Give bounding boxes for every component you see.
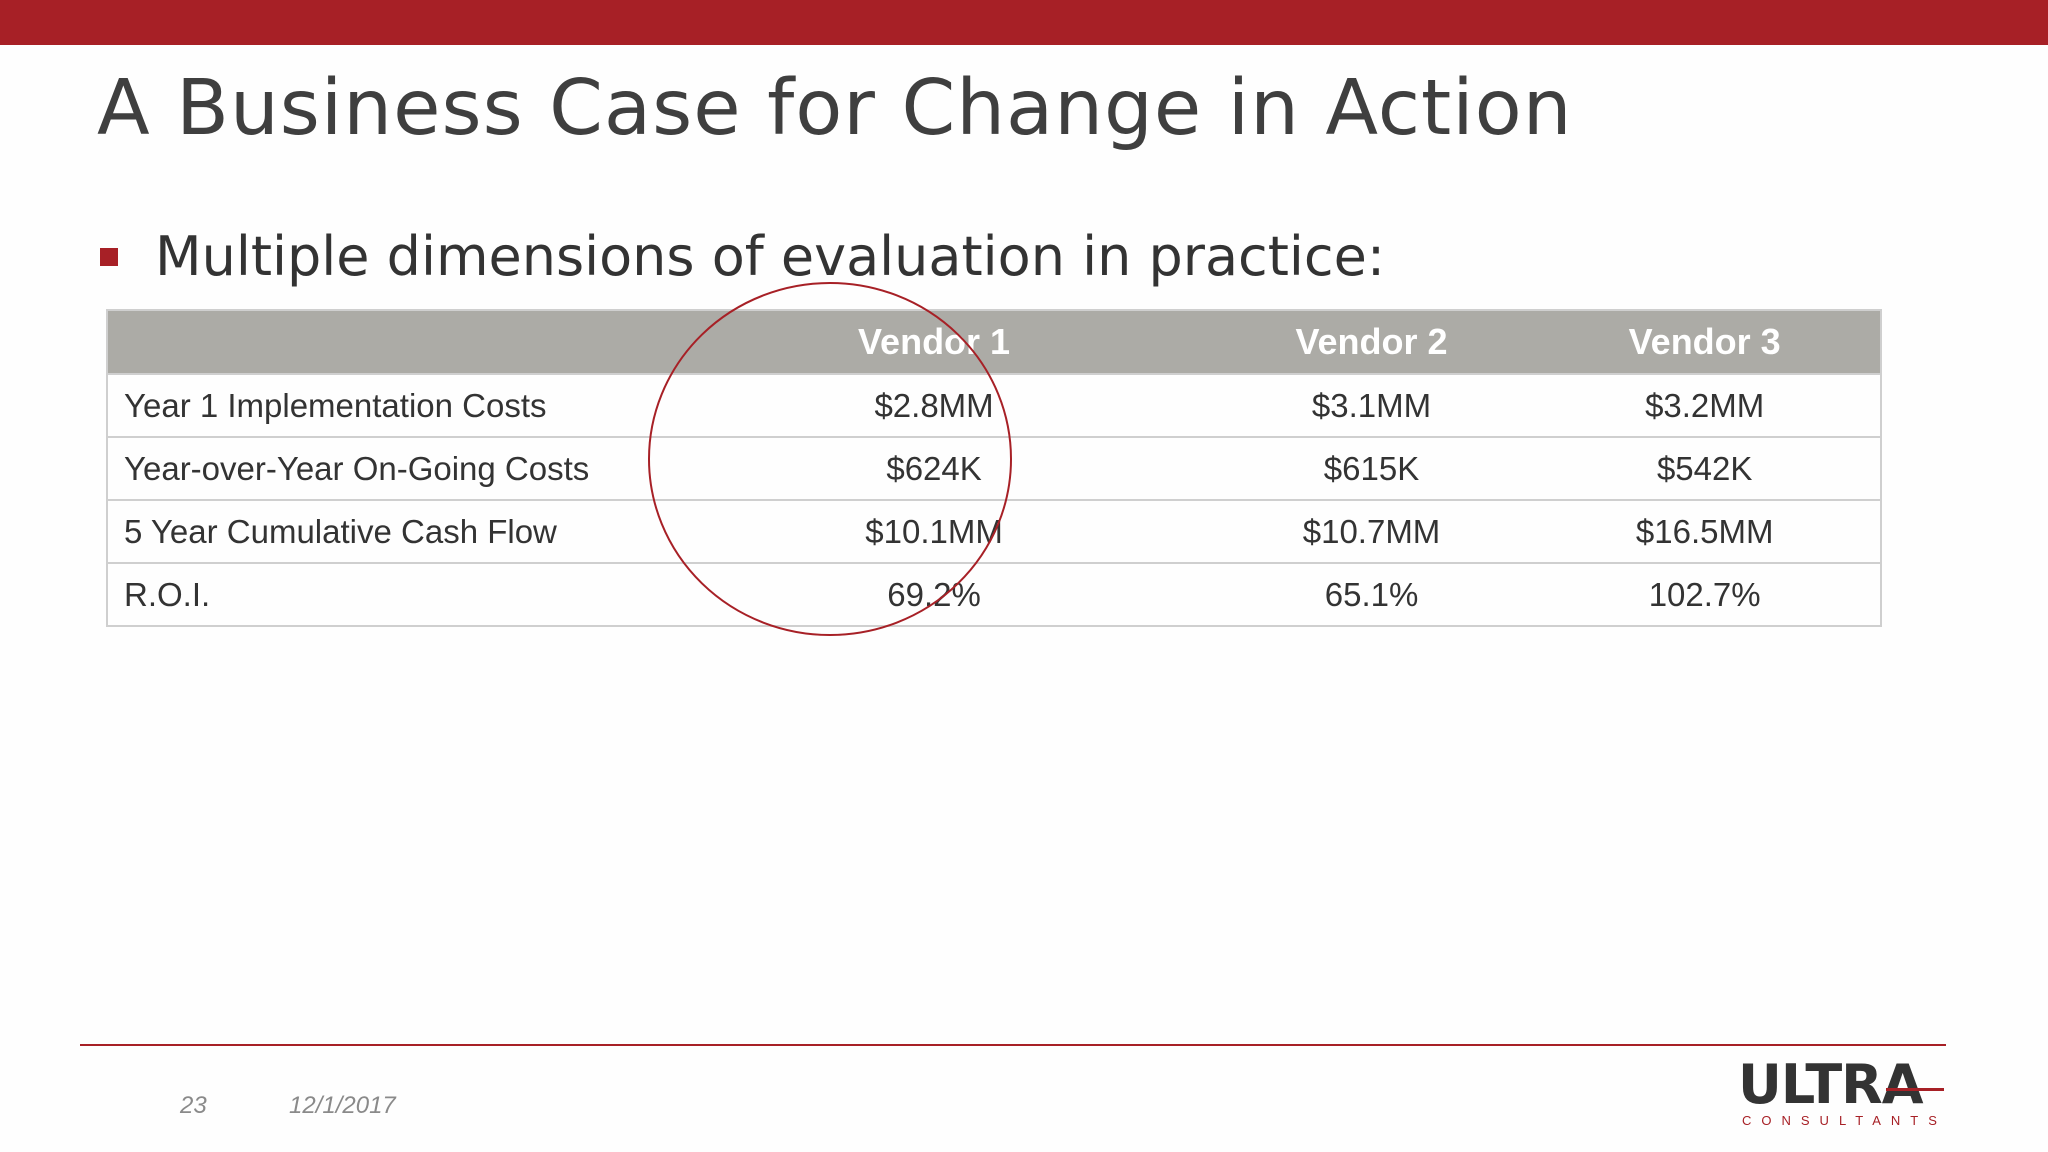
table-row: 5 Year Cumulative Cash Flow $10.1MM $10.… [107,499,1881,564]
row-label: 5 Year Cumulative Cash Flow [107,499,655,564]
row-label: Year-over-Year On-Going Costs [107,436,655,501]
table-row: Year-over-Year On-Going Costs $624K $615… [107,436,1881,501]
bullet-item: Multiple dimensions of evaluation in pra… [100,230,1385,284]
logo-wordmark: ULTRA [1738,1053,1924,1116]
table-cell: $624K [654,436,1214,501]
row-label: Year 1 Implementation Costs [107,373,655,438]
table-row: Year 1 Implementation Costs $2.8MM $3.1M… [107,373,1881,438]
table-cell: $3.2MM [1529,373,1881,438]
slide-date: 12/1/2017 [289,1092,396,1119]
table-cell: $10.7MM [1213,499,1530,564]
table-cell: $16.5MM [1529,499,1881,564]
table-header-row: Vendor 1 Vendor 2 Vendor 3 [107,310,1881,374]
table-cell: $2.8MM [654,373,1214,438]
bullet-square-icon [100,248,118,266]
footer-divider [80,1044,1946,1046]
header-cell-empty [107,310,655,374]
table-cell: $3.1MM [1213,373,1530,438]
logo-accent-stroke [1886,1088,1944,1091]
table-cell: $542K [1529,436,1881,501]
bullet-text: Multiple dimensions of evaluation in pra… [155,225,1386,288]
ultra-consultants-logo: ULTRA CONSULTANTS [1738,1058,1948,1130]
table-cell: $10.1MM [654,499,1214,564]
table-cell: 69.2% [654,562,1214,627]
table-row: R.O.I. 69.2% 65.1% 102.7% [107,562,1881,627]
header-cell-vendor-1: Vendor 1 [654,310,1214,374]
table-cell: 102.7% [1529,562,1881,627]
table-cell: $615K [1213,436,1530,501]
top-accent-bar [0,0,2048,45]
vendor-comparison-table: Vendor 1 Vendor 2 Vendor 3 Year 1 Implem… [106,309,1882,627]
slide-title: A Business Case for Change in Action [97,64,1573,153]
table-cell: 65.1% [1213,562,1530,627]
header-cell-vendor-3: Vendor 3 [1529,310,1881,374]
row-label: R.O.I. [107,562,655,627]
logo-subtitle: CONSULTANTS [1742,1113,1947,1128]
page-number: 23 [180,1092,207,1119]
header-cell-vendor-2: Vendor 2 [1213,310,1530,374]
